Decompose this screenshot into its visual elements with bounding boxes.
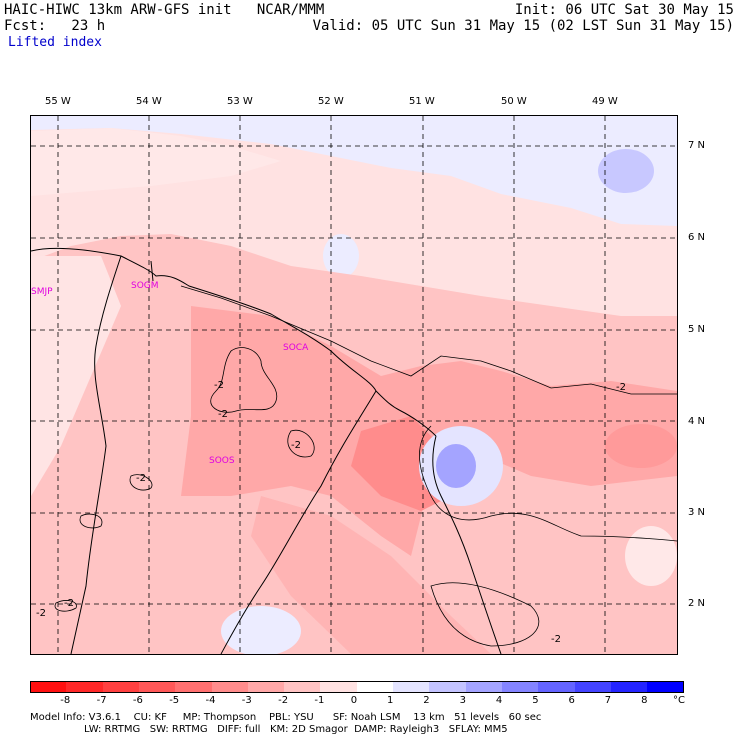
lat-label: 3 N <box>688 507 706 518</box>
contour-label: -2 <box>136 473 146 484</box>
field-negative-2 <box>181 306 677 556</box>
colorbar-swatch <box>66 681 104 693</box>
colorbar-tick-label: 1 <box>387 695 394 706</box>
colorbar-swatch <box>138 681 176 693</box>
colorbar-tick-label: -2 <box>278 695 289 706</box>
field-name: Lifted index <box>8 35 102 50</box>
colorbar-tick-label: 8 <box>641 695 648 706</box>
model-title: HAIC-HIWC 13km ARW-GFS init NCAR/MMM <box>4 2 325 18</box>
init-time: Init: 06 UTC Sat 30 May 15 <box>514 2 734 18</box>
colorbar-tick-label: 0 <box>350 695 358 706</box>
colorbar-swatch <box>538 681 575 693</box>
colorbar-swatch <box>647 681 684 693</box>
contour-label: -2 <box>36 608 46 619</box>
field-positive-coastal-core <box>436 444 476 488</box>
contour-label: -2 <box>551 634 561 645</box>
colorbar-swatch <box>501 681 539 693</box>
colorbar-swatch <box>465 681 503 693</box>
field-west-light <box>31 256 121 496</box>
colorbar-unit: °C <box>673 695 685 706</box>
colorbar-tick-label: -6 <box>132 695 143 706</box>
colorbar-swatch <box>320 681 358 693</box>
field-negative-2-south <box>251 496 491 654</box>
colorbar-swatch <box>574 681 612 693</box>
colorbar-swatch <box>175 681 212 693</box>
colorbar-tick-label: -1 <box>314 695 325 706</box>
field-positive-core <box>598 149 654 193</box>
station-label: SOCA <box>283 343 309 353</box>
colorbar-tick-label: -4 <box>205 695 216 706</box>
colorbar-tick-label: -7 <box>96 695 107 706</box>
forecast-hour: Fcst: 23 h <box>4 18 106 34</box>
lat-label: 6 N <box>688 232 706 243</box>
model-info-line2: LW: RRTMG SW: RRTMG DIFF: full KM: 2D Sm… <box>30 724 508 735</box>
station-label: SOOS <box>209 456 235 466</box>
lon-label: 55 W <box>45 96 71 107</box>
colorbar-tick-label: -5 <box>169 695 180 706</box>
contour-label: -2 <box>214 380 224 391</box>
contour-label: -2 <box>218 409 228 420</box>
colorbar-tick-label: 4 <box>495 695 503 706</box>
field-positive-south <box>221 606 301 654</box>
colorbar-tick-label: 7 <box>604 695 612 706</box>
colorbar-swatch <box>393 681 430 693</box>
field-zero-band <box>31 128 281 196</box>
lon-label: 50 W <box>501 96 527 107</box>
colorbar-tick-label: -8 <box>60 695 71 706</box>
lon-label: 52 W <box>318 96 344 107</box>
colorbar-swatch <box>247 681 285 693</box>
model-info-line1: Model Info: V3.6.1 CU: KF MP: Thompson P… <box>30 712 542 723</box>
colorbar-tick-label: 6 <box>568 695 575 706</box>
lon-label: 51 W <box>409 96 435 107</box>
contour-label: -2 <box>64 598 74 609</box>
lat-label: 5 N <box>688 324 706 335</box>
field-negative-3-east <box>605 424 677 468</box>
lat-label: 4 N <box>688 416 706 427</box>
colorbar-swatch <box>30 681 67 693</box>
map-canvas: SMJP SOGM SOCA SOOS -2 -2 -2 -2 -2 -2 -2… <box>31 116 677 654</box>
colorbar-tick-label: -3 <box>241 695 252 706</box>
contour-label: -2 <box>291 440 301 451</box>
valid-time: Valid: 05 UTC Sun 31 May 15 (02 LST Sun … <box>312 18 734 34</box>
colorbar-swatch <box>102 681 140 693</box>
field-light-southeast <box>625 526 677 586</box>
lat-label: 7 N <box>688 140 706 151</box>
lon-label: 54 W <box>136 96 162 107</box>
colorbar-swatch <box>429 681 467 693</box>
colorbar-tick-label: 2 <box>423 695 430 706</box>
lon-label: 49 W <box>592 96 618 107</box>
field-positive-patch <box>323 234 359 278</box>
lifted-index-map: SMJP SOGM SOCA SOOS -2 -2 -2 -2 -2 -2 -2… <box>30 115 678 655</box>
field-positive-north <box>31 116 677 226</box>
colorbar-swatch <box>610 681 648 693</box>
contour-label: -2 <box>616 382 626 393</box>
colorbar-swatch <box>284 681 321 693</box>
colorbar-tick-label: 5 <box>532 695 539 706</box>
colorbar-swatch <box>211 681 249 693</box>
lon-label: 53 W <box>227 96 253 107</box>
coastlines <box>31 247 502 654</box>
contour-lines <box>54 285 677 647</box>
colorbar-swatch <box>356 681 394 693</box>
colorbar-tick-label: 3 <box>459 695 466 706</box>
lat-label: 2 N <box>688 598 706 609</box>
station-label: SMJP <box>31 287 53 297</box>
station-label: SOGM <box>131 281 159 291</box>
